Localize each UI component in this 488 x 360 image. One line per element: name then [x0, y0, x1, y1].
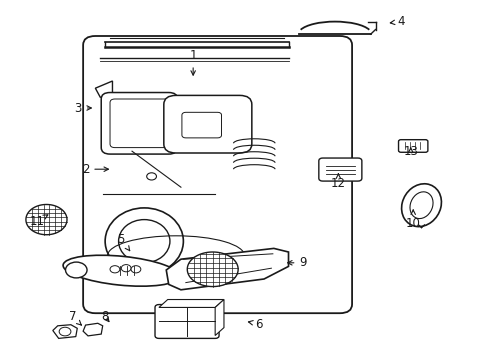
Text: 6: 6: [248, 318, 263, 330]
Polygon shape: [95, 81, 112, 97]
Polygon shape: [26, 204, 67, 235]
Ellipse shape: [63, 255, 179, 286]
Text: 7: 7: [68, 310, 81, 325]
Text: 5: 5: [117, 233, 129, 251]
Polygon shape: [83, 323, 102, 336]
Circle shape: [146, 173, 156, 180]
FancyBboxPatch shape: [318, 158, 361, 181]
Text: 13: 13: [403, 145, 417, 158]
Polygon shape: [215, 300, 224, 336]
Text: 10: 10: [405, 210, 420, 230]
Circle shape: [121, 265, 131, 272]
Polygon shape: [159, 300, 224, 307]
Polygon shape: [166, 248, 288, 290]
FancyBboxPatch shape: [182, 112, 221, 138]
Ellipse shape: [118, 220, 169, 263]
Circle shape: [59, 327, 71, 336]
FancyBboxPatch shape: [110, 99, 168, 148]
Text: 12: 12: [330, 174, 345, 190]
Circle shape: [65, 262, 87, 278]
FancyBboxPatch shape: [163, 95, 251, 153]
FancyBboxPatch shape: [155, 305, 219, 338]
Text: 8: 8: [101, 310, 109, 323]
FancyBboxPatch shape: [398, 140, 427, 152]
Ellipse shape: [401, 184, 441, 226]
Text: 9: 9: [287, 256, 306, 269]
Text: 3: 3: [74, 102, 91, 114]
Polygon shape: [53, 325, 77, 338]
Ellipse shape: [409, 192, 432, 219]
Text: 11: 11: [29, 215, 48, 228]
Circle shape: [131, 266, 141, 273]
Text: 2: 2: [81, 163, 108, 176]
FancyBboxPatch shape: [101, 93, 177, 154]
Text: 4: 4: [389, 15, 404, 28]
Circle shape: [110, 266, 120, 273]
FancyBboxPatch shape: [83, 36, 351, 313]
Ellipse shape: [105, 208, 183, 274]
Text: 1: 1: [189, 49, 197, 75]
Polygon shape: [187, 252, 238, 287]
